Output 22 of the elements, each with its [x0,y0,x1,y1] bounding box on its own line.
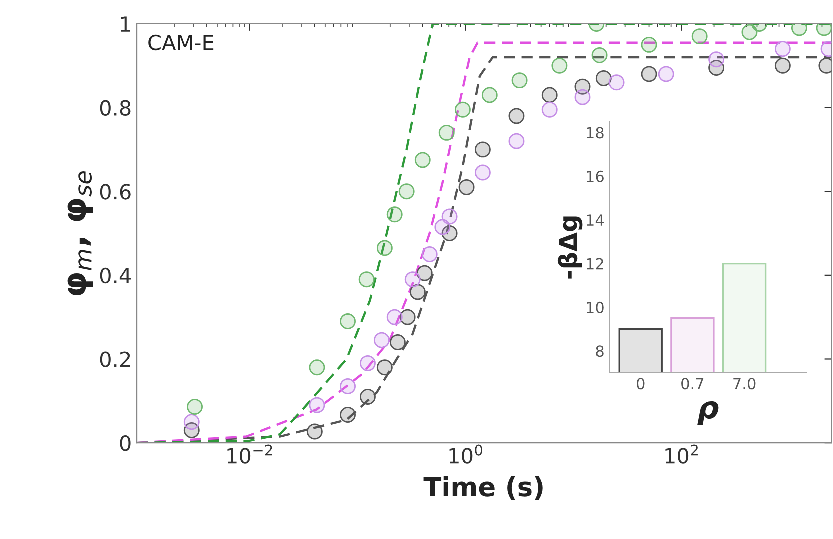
y-tick-label: 0.6 [100,184,131,200]
y-tick-label: 0.2 [100,352,130,368]
y-tick-label: 14 [587,214,604,226]
x-axis-title: Time (s) [424,476,543,500]
y-axis-title: -βΔg [558,216,583,279]
x-tick-label: 0.7 [682,378,704,390]
y-tick-label: 10 [587,302,604,314]
x-tick-label: 0 [637,378,645,390]
x-tick-label: 10$^{2}$ [666,444,698,464]
y-tick-label: 1 [121,16,130,32]
x-tick-label: 10$^{−2}$ [228,444,272,464]
y-tick-label: 0.4 [100,268,131,284]
y-tick-label: 16 [587,170,604,182]
y-tick-label: 8 [596,346,604,358]
y-axis-title: φ$_{m}$, φ$_{se}$ [68,172,94,296]
annotation: CAM-E [148,34,214,51]
x-tick-label: 10$^{0}$ [450,444,483,464]
y-tick-label: 18 [587,127,604,139]
x-tick-label: 7.0 [734,378,756,390]
y-tick-label: 0.8 [100,100,131,116]
y-tick-label: 12 [587,258,604,270]
x-axis-title: ρ [698,401,719,425]
